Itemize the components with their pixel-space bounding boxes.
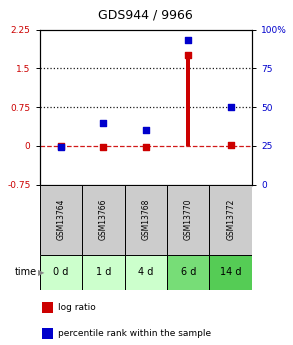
Text: log ratio: log ratio	[58, 303, 95, 312]
Text: GDS944 / 9966: GDS944 / 9966	[98, 8, 193, 21]
Bar	[209, 255, 252, 289]
Bar	[42, 302, 53, 314]
Text: 14 d: 14 d	[220, 267, 241, 277]
Bar	[42, 328, 53, 339]
Text: 6 d: 6 d	[180, 267, 196, 277]
Text: ▶: ▶	[38, 268, 45, 277]
Bar	[125, 255, 167, 289]
Bar	[101, 146, 105, 147]
Text: GSM13766: GSM13766	[99, 199, 108, 240]
Bar	[125, 185, 167, 255]
Point	[229, 104, 233, 110]
Text: GSM13772: GSM13772	[226, 199, 235, 240]
Bar	[40, 185, 82, 255]
Point	[186, 53, 190, 58]
Bar	[40, 255, 82, 289]
Bar	[82, 255, 125, 289]
Text: time: time	[14, 267, 37, 277]
Bar	[209, 185, 252, 255]
Point	[101, 144, 105, 150]
Point	[229, 142, 233, 148]
Bar	[82, 185, 125, 255]
Bar	[167, 185, 209, 255]
Bar	[167, 255, 209, 289]
Text: 0 d: 0 d	[53, 267, 69, 277]
Text: GSM13770: GSM13770	[184, 199, 193, 240]
Point	[186, 38, 190, 43]
Bar	[144, 146, 148, 147]
Text: GSM13764: GSM13764	[56, 199, 65, 240]
Point	[58, 143, 63, 149]
Text: 4 d: 4 d	[138, 267, 154, 277]
Text: percentile rank within the sample: percentile rank within the sample	[58, 329, 211, 338]
Text: GSM13768: GSM13768	[141, 199, 150, 240]
Point	[58, 145, 63, 150]
Bar	[229, 145, 233, 146]
Point	[101, 120, 105, 125]
Point	[143, 128, 148, 133]
Bar	[186, 56, 190, 146]
Text: 1 d: 1 d	[96, 267, 111, 277]
Point	[143, 144, 148, 150]
